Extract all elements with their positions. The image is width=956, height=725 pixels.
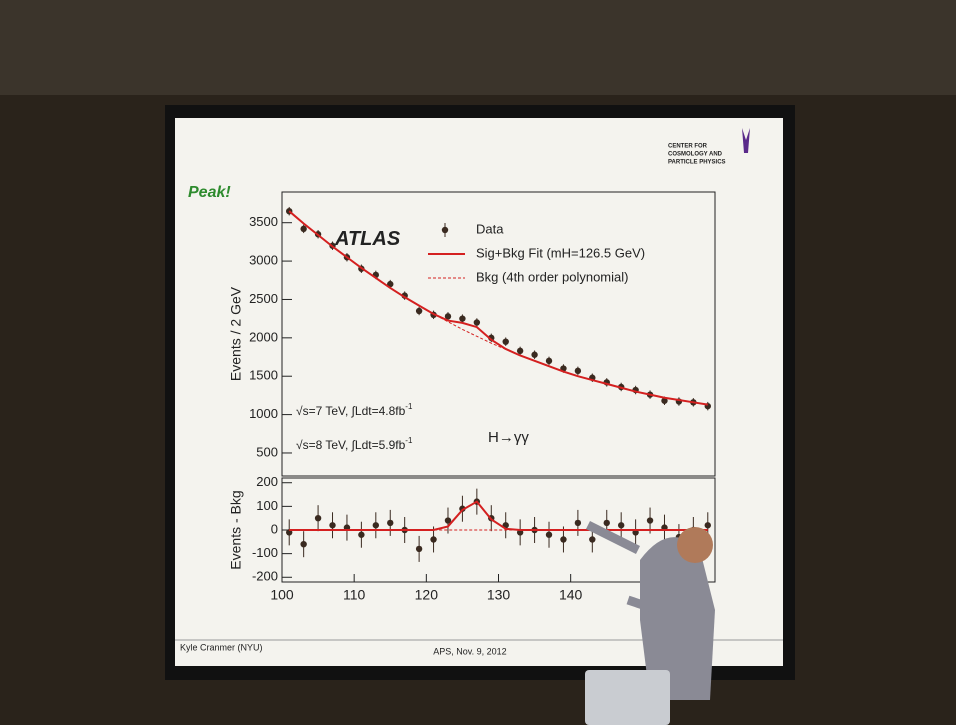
x-tick-label: 130 <box>487 587 511 603</box>
annotation: H→γγ <box>488 429 529 446</box>
data-point <box>589 536 595 542</box>
data-point <box>300 541 306 547</box>
photo: Peak! CENTER FOR COSMOLOGY AND PARTICLE … <box>0 0 956 725</box>
footer-center: APS, Nov. 9, 2012 <box>433 646 506 656</box>
data-point <box>517 348 523 354</box>
annotation: √s=8 TeV, ∫Ldt=5.9fb-1 <box>296 436 413 452</box>
x-tick-label: 110 <box>343 587 366 603</box>
annotation-sup: -1 <box>405 436 413 445</box>
data-point <box>387 520 393 526</box>
y-tick-label: 2000 <box>249 329 278 344</box>
logo-line: COSMOLOGY AND <box>668 152 723 158</box>
annotation: √s=7 TeV, ∫Ldt=4.8fb-1 <box>296 402 413 418</box>
y-tick-label: 3500 <box>249 214 278 229</box>
y-tick-label: 1000 <box>249 406 278 421</box>
x-tick-label: 140 <box>559 587 583 603</box>
y-tick-label: -100 <box>252 545 278 560</box>
data-point <box>416 308 422 314</box>
annotation-text: H→γγ <box>488 429 529 446</box>
data-point <box>430 536 436 542</box>
data-point <box>531 352 537 358</box>
y-axis-label: Events - Bkg <box>228 490 244 569</box>
y-tick-label: 100 <box>256 498 278 513</box>
data-point <box>459 315 465 321</box>
data-point <box>329 522 335 528</box>
y-tick-label: 0 <box>271 521 278 536</box>
data-point <box>300 226 306 232</box>
logo-line: CENTER FOR <box>668 144 708 150</box>
legend-label: Data <box>476 221 504 236</box>
y-tick-label: 1500 <box>249 368 278 383</box>
y-tick-label: 200 <box>256 474 278 489</box>
laptop <box>585 670 670 725</box>
data-point <box>315 515 321 521</box>
logo-line: PARTICLE PHYSICS <box>668 160 726 166</box>
data-point <box>416 546 422 552</box>
data-point <box>560 536 566 542</box>
legend-label: Bkg (4th order polynomial) <box>476 269 628 284</box>
data-point <box>575 520 581 526</box>
data-point <box>705 522 711 528</box>
annotation-text: √s=8 TeV, ∫Ldt=5.9fb <box>296 438 406 452</box>
y-tick-label: 3000 <box>249 253 278 268</box>
x-tick-label: 100 <box>270 587 294 603</box>
data-point <box>358 532 364 538</box>
y-tick-label: -200 <box>252 569 278 584</box>
legend-label: Sig+Bkg Fit (mH=126.5 GeV) <box>476 245 645 260</box>
data-point <box>546 532 552 538</box>
y-tick-label: 2500 <box>249 291 278 306</box>
data-point <box>474 319 480 325</box>
y-axis-label: Events / 2 GeV <box>228 286 244 381</box>
annotation-text: √s=7 TeV, ∫Ldt=4.8fb <box>296 404 406 418</box>
data-point <box>373 522 379 528</box>
y-tick-label: 500 <box>256 444 278 459</box>
data-point <box>647 517 653 523</box>
annotation-sup: -1 <box>405 402 413 411</box>
data-point <box>618 522 624 528</box>
slide-title: Peak! <box>188 184 231 201</box>
ceiling <box>0 0 956 95</box>
footer-left: Kyle Cranmer (NYU) <box>180 642 263 652</box>
presenter-head <box>677 527 713 563</box>
annotation: ATLAS <box>334 228 401 250</box>
data-point <box>546 358 552 364</box>
annotation-text: ATLAS <box>334 228 401 250</box>
data-point <box>604 520 610 526</box>
data-point <box>575 368 581 374</box>
data-point <box>503 338 509 344</box>
x-tick-label: 120 <box>415 587 439 603</box>
